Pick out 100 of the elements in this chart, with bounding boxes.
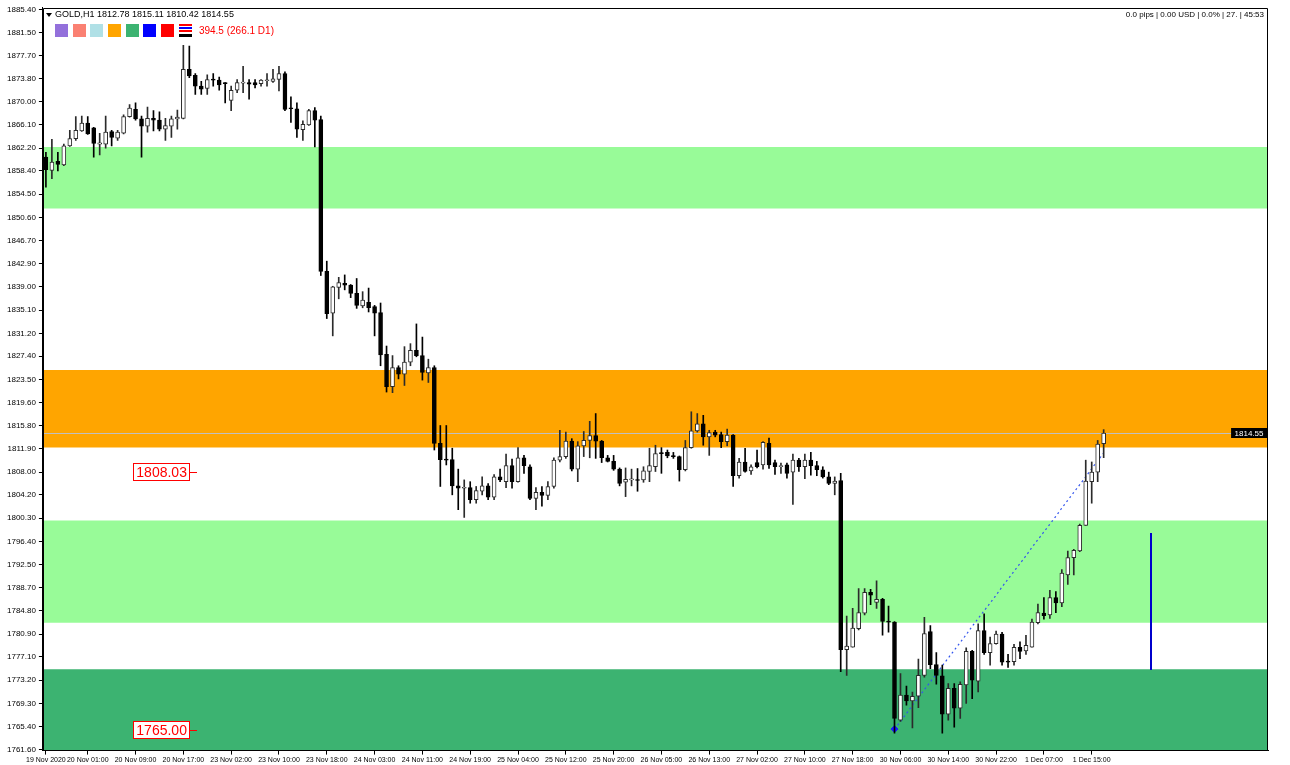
y-tick-label: 1850.60 <box>7 212 37 222</box>
chart-title: GOLD,H1 1812.78 1815.11 1810.42 1814.55 <box>54 8 234 20</box>
candlestick <box>1005 654 1011 668</box>
ref-line-label: 1814.55 <box>1234 428 1265 438</box>
candlestick <box>192 73 198 95</box>
y-tick-label: 1827.40 <box>7 351 37 361</box>
candlestick <box>378 302 383 367</box>
candlestick <box>264 73 270 87</box>
candlestick <box>169 115 174 138</box>
candlestick <box>246 79 252 100</box>
annotation: 1765.00 <box>133 720 190 739</box>
y-tick-label: 1784.80 <box>7 605 37 615</box>
candlestick <box>366 287 371 313</box>
y-tick-label: 1780.90 <box>7 629 37 639</box>
candlestick <box>898 673 903 722</box>
candlestick <box>390 355 395 393</box>
y-tick-label: 1788.70 <box>7 582 37 592</box>
candlestick <box>874 580 879 609</box>
candlestick <box>288 96 294 123</box>
candlestick <box>629 468 634 487</box>
candlestick <box>384 345 389 393</box>
y-tick-label: 1858.40 <box>7 166 37 176</box>
y-tick-label: 1835.10 <box>7 305 37 315</box>
candlestick <box>163 118 168 141</box>
candlestick <box>181 45 186 120</box>
candlestick <box>127 104 132 118</box>
y-tick-label: 1815.80 <box>7 420 37 430</box>
candlestick <box>623 467 628 497</box>
candlestick <box>432 365 437 451</box>
candlestick <box>928 625 933 670</box>
y-tick-label: 1819.60 <box>7 398 37 408</box>
candlestick <box>157 111 162 132</box>
candlestick <box>599 440 605 463</box>
candlestick <box>437 425 443 487</box>
candlestick <box>581 431 587 457</box>
candlestick <box>706 429 712 456</box>
candlestick <box>408 343 413 367</box>
candlestick <box>222 82 228 104</box>
candlestick <box>354 278 359 309</box>
y-tick-label: 1862.20 <box>7 143 37 153</box>
candlestick <box>151 110 156 132</box>
candlestick <box>402 346 407 386</box>
candlestick <box>593 413 599 459</box>
candlestick <box>939 664 945 734</box>
y-tick-label: 1870.00 <box>7 96 37 106</box>
y-tick-label: 1831.20 <box>7 328 37 338</box>
y-tick-label: 1765.40 <box>7 721 37 731</box>
candlestick <box>396 365 401 380</box>
candlestick <box>665 449 670 459</box>
y-tick-label: 1842.90 <box>7 258 37 268</box>
annotation: 394.5 (266.1 D1) <box>198 23 274 37</box>
candlestick <box>683 440 688 472</box>
candlestick <box>372 305 377 337</box>
candlestick <box>934 652 939 685</box>
y-tick-label: 1796.40 <box>7 536 37 546</box>
candlestick <box>1095 440 1101 483</box>
candlestick <box>688 411 694 449</box>
candlestick <box>109 129 114 147</box>
y-tick-label: 1792.50 <box>7 559 37 569</box>
y-tick-label: 1866.10 <box>7 120 37 130</box>
y-tick-label: 1823.50 <box>7 374 37 384</box>
candlestick <box>133 102 138 121</box>
candlestick <box>145 106 150 133</box>
y-tick-label: 1773.20 <box>7 675 37 685</box>
candlestick <box>97 132 103 156</box>
candlestick <box>103 115 108 149</box>
y-tick-label: 1881.50 <box>7 28 37 38</box>
candlestick <box>426 358 431 383</box>
y-tick-label: 1839.00 <box>7 282 37 292</box>
candlestick <box>916 658 921 708</box>
y-tick-label: 1769.30 <box>7 698 37 708</box>
candlestick <box>240 66 246 93</box>
text: 0.0 pips | 0.00 USD | 0.0% | 27. | 45:53 <box>1125 9 1264 20</box>
candlestick <box>647 447 652 483</box>
y-tick-label: 1777.10 <box>7 651 37 661</box>
candlestick <box>850 608 855 648</box>
candlestick <box>312 107 318 148</box>
candlestick <box>461 479 467 518</box>
candlestick <box>844 615 850 676</box>
candlestick <box>904 685 909 706</box>
y-tick-label: 1804.20 <box>7 490 37 500</box>
candlestick <box>587 421 593 459</box>
y-tick-label: 1808.00 <box>7 467 37 477</box>
candlestick <box>115 129 120 141</box>
candlestick <box>539 486 545 507</box>
candlestick <box>641 466 646 483</box>
candlestick <box>342 274 348 291</box>
y-tick-label: 1873.80 <box>7 74 37 84</box>
y-tick-label: 1811.90 <box>7 444 37 454</box>
candlestick <box>653 444 658 472</box>
candlestick <box>420 336 425 381</box>
candlestick <box>557 429 563 463</box>
candlestick <box>862 588 867 616</box>
y-tick-label: 1761.60 <box>7 744 37 754</box>
candlestick <box>1101 429 1106 458</box>
candlestick <box>886 605 891 633</box>
y-tick-label: 1846.70 <box>7 236 37 246</box>
y-tick-label: 1877.70 <box>7 50 37 60</box>
candlestick <box>880 597 885 636</box>
candlestick <box>210 73 216 87</box>
